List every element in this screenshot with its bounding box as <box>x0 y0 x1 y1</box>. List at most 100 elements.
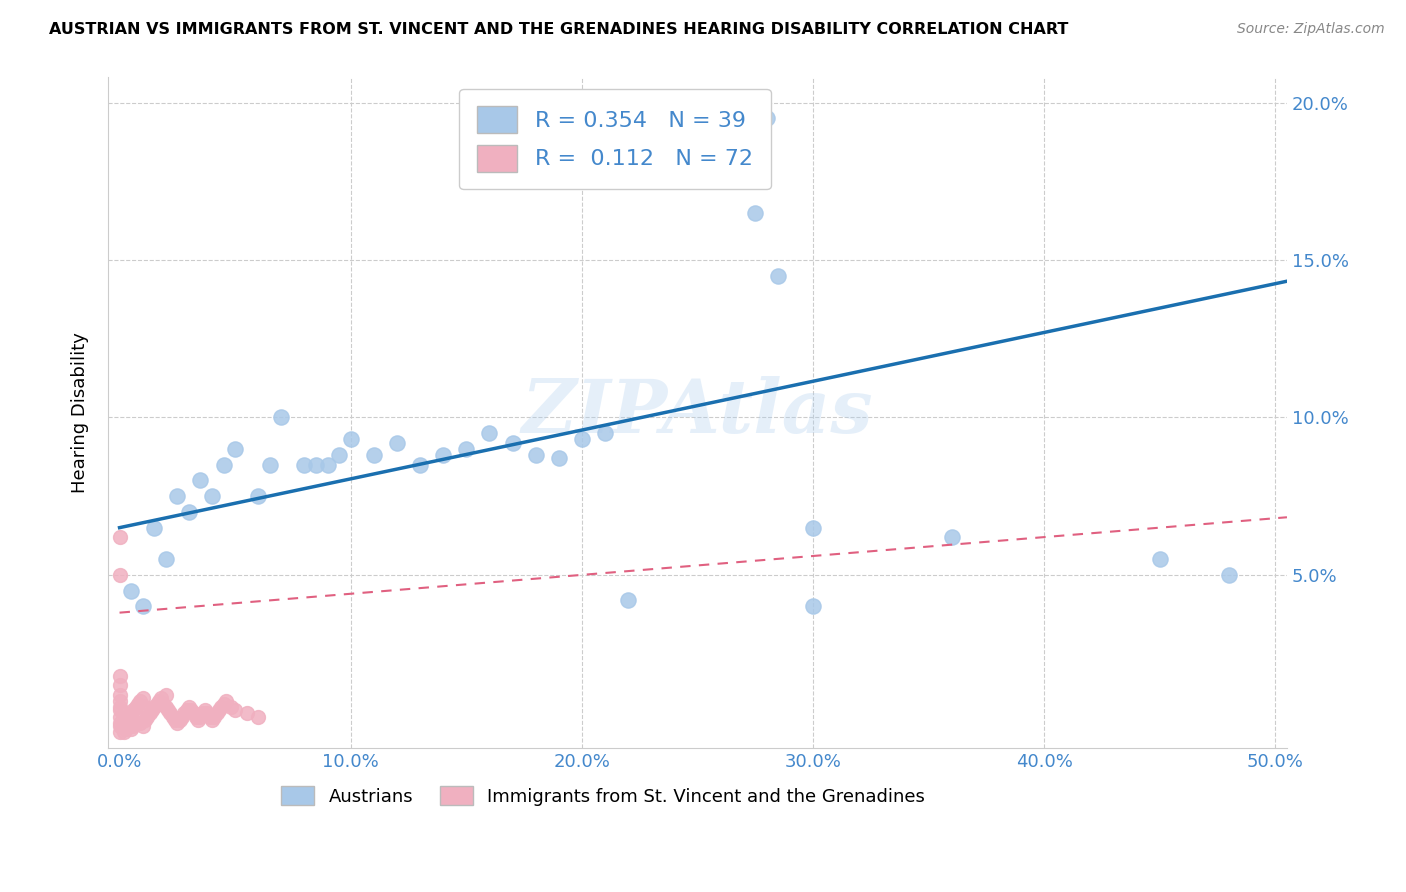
Point <box>177 505 200 519</box>
Point <box>129 715 152 730</box>
Point <box>108 700 131 714</box>
Point <box>118 719 141 733</box>
Point <box>801 521 824 535</box>
Point <box>212 697 235 711</box>
Text: Source: ZipAtlas.com: Source: ZipAtlas.com <box>1237 22 1385 37</box>
Point <box>755 112 778 126</box>
Point <box>205 706 228 721</box>
Point <box>134 713 156 727</box>
Point <box>1218 567 1240 582</box>
Point <box>125 715 148 730</box>
Point <box>143 521 166 535</box>
Point <box>1149 552 1171 566</box>
Point <box>198 709 221 723</box>
Point <box>141 703 163 717</box>
Point <box>247 489 270 503</box>
Point <box>385 435 408 450</box>
Point <box>108 703 131 717</box>
Point <box>190 474 212 488</box>
Point <box>122 703 145 717</box>
Point <box>125 700 148 714</box>
Point <box>108 694 131 708</box>
Point <box>209 700 232 714</box>
Text: ZIPAtlas: ZIPAtlas <box>522 376 873 449</box>
Point <box>108 709 131 723</box>
Point <box>201 713 224 727</box>
Point <box>247 709 270 723</box>
Point <box>166 715 188 730</box>
Point <box>145 697 167 711</box>
Point <box>294 458 316 472</box>
Point <box>131 599 153 614</box>
Point <box>120 706 142 721</box>
Point <box>108 688 131 702</box>
Point <box>187 713 209 727</box>
Point <box>571 433 593 447</box>
Point <box>219 700 242 714</box>
Point <box>502 435 524 450</box>
Point <box>363 448 385 462</box>
Point <box>305 458 328 472</box>
Point <box>108 567 131 582</box>
Point <box>120 722 142 736</box>
Point <box>108 668 131 682</box>
Point <box>202 709 225 723</box>
Point <box>136 709 159 723</box>
Point <box>127 713 149 727</box>
Point <box>143 700 166 714</box>
Point <box>150 690 173 705</box>
Point <box>191 706 214 721</box>
Point <box>339 433 361 447</box>
Point <box>177 700 200 714</box>
Point <box>183 706 205 721</box>
Point <box>328 448 350 462</box>
Point <box>768 268 790 283</box>
Point <box>224 703 246 717</box>
Point <box>316 458 339 472</box>
Point <box>166 489 188 503</box>
Point <box>108 715 131 730</box>
Point <box>112 715 135 730</box>
Point <box>941 530 963 544</box>
Point <box>108 678 131 692</box>
Y-axis label: Hearing Disability: Hearing Disability <box>72 333 89 493</box>
Point <box>115 722 138 736</box>
Point <box>159 706 181 721</box>
Point <box>118 709 141 723</box>
Point <box>173 706 195 721</box>
Point <box>176 703 198 717</box>
Point <box>155 552 177 566</box>
Point <box>184 709 207 723</box>
Point <box>593 426 616 441</box>
Point <box>478 426 501 441</box>
Point <box>131 719 153 733</box>
Point <box>180 703 202 717</box>
Point <box>270 410 292 425</box>
Point <box>155 688 177 702</box>
Legend: Austrians, Immigrants from St. Vincent and the Grenadines: Austrians, Immigrants from St. Vincent a… <box>274 779 932 813</box>
Point <box>432 448 454 462</box>
Point <box>155 700 177 714</box>
Point <box>148 694 170 708</box>
Point <box>120 583 142 598</box>
Point <box>215 694 238 708</box>
Point <box>115 713 138 727</box>
Point <box>456 442 478 456</box>
Point <box>138 706 160 721</box>
Point <box>212 458 235 472</box>
Point <box>801 599 824 614</box>
Point <box>190 709 212 723</box>
Point <box>201 489 224 503</box>
Point <box>127 697 149 711</box>
Point <box>524 448 547 462</box>
Point <box>163 713 186 727</box>
Point <box>112 725 135 739</box>
Point <box>194 703 217 717</box>
Point <box>170 709 193 723</box>
Point <box>162 709 184 723</box>
Point <box>157 703 180 717</box>
Point <box>547 451 569 466</box>
Point <box>131 690 153 705</box>
Point <box>129 694 152 708</box>
Point <box>134 700 156 714</box>
